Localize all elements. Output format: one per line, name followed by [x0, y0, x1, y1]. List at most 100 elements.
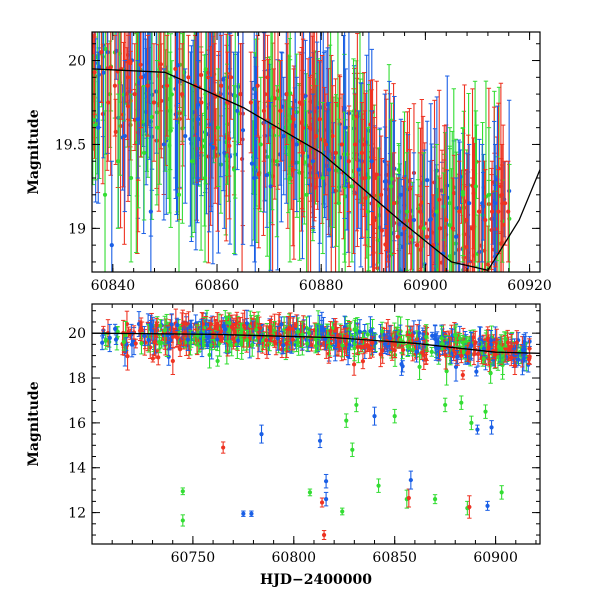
data-point	[372, 175, 377, 181]
data-point	[323, 142, 328, 147]
data-point-group	[476, 160, 482, 263]
data-point	[317, 117, 322, 122]
data-point-group	[359, 101, 365, 204]
data-point-group	[339, 93, 345, 196]
data-point	[502, 201, 508, 206]
data-point-group	[225, 51, 230, 154]
data-point-group	[323, 93, 329, 196]
data-point-group	[506, 160, 511, 263]
data-point	[437, 226, 443, 231]
data-point	[333, 150, 338, 155]
data-point	[326, 167, 332, 172]
data-point	[278, 108, 283, 113]
data-point-group	[154, 60, 160, 196]
data-point-group	[287, 93, 293, 263]
data-point-group	[199, 51, 204, 154]
data-point	[489, 209, 495, 214]
data-point	[125, 75, 131, 80]
data-point	[180, 91, 185, 97]
data-point-group	[317, 60, 322, 179]
data-point	[422, 262, 427, 267]
data-point-group	[158, 319, 163, 333]
data-point-group	[122, 60, 128, 213]
data-point-group	[102, 110, 108, 272]
data-point	[228, 75, 234, 80]
data-point	[389, 176, 394, 181]
data-point	[300, 150, 306, 155]
data-point	[132, 91, 137, 97]
data-point	[164, 83, 170, 88]
data-point	[379, 192, 384, 197]
data-point	[365, 209, 371, 214]
data-point	[240, 128, 246, 133]
data-point-group	[470, 177, 475, 272]
data-point-group	[222, 76, 227, 229]
data-point	[141, 150, 147, 155]
data-point-group	[391, 152, 397, 255]
data-point	[128, 175, 134, 181]
data-point-group	[179, 43, 185, 145]
data-point	[366, 175, 371, 180]
data-point	[118, 123, 123, 129]
data-point	[255, 83, 260, 88]
data-point	[284, 91, 289, 97]
top-plot-frame	[91, 31, 541, 273]
data-point	[294, 142, 299, 147]
data-point	[392, 201, 397, 206]
data-point-group	[483, 80, 489, 272]
data-point-group	[434, 143, 440, 272]
data-point	[362, 142, 367, 147]
data-point	[408, 186, 413, 191]
data-point	[155, 125, 160, 130]
data-point	[168, 128, 173, 133]
data-point-group	[304, 110, 309, 272]
data-point-group	[460, 127, 466, 263]
data-point-group	[356, 110, 361, 229]
data-point	[227, 154, 233, 159]
data-point-group	[99, 32, 104, 103]
data-point	[359, 158, 364, 164]
data-point	[158, 66, 163, 72]
data-point	[266, 99, 271, 104]
data-point	[320, 175, 325, 181]
data-point	[135, 117, 140, 122]
data-point-group	[255, 34, 260, 137]
data-point	[467, 201, 472, 206]
data-point	[304, 192, 309, 197]
data-point-group	[281, 76, 286, 196]
data-point-group	[382, 93, 387, 229]
data-point-group	[415, 179, 421, 272]
data-point	[206, 154, 211, 159]
data-point	[161, 142, 166, 147]
data-point	[495, 177, 500, 182]
data-point-group	[249, 80, 255, 247]
data-point	[457, 209, 462, 214]
data-point-group	[447, 127, 453, 272]
data-point	[261, 108, 267, 113]
data-point-group	[215, 355, 220, 367]
data-point	[222, 150, 227, 155]
data-point	[176, 192, 182, 197]
data-point-group	[369, 110, 374, 213]
top-axis-ticks: 60840 60860 60880 60900 60920 19 19.5 20	[55, 32, 552, 294]
data-point	[346, 159, 351, 164]
data-point-group	[502, 160, 508, 246]
data-point	[307, 125, 312, 130]
data-point	[401, 226, 407, 231]
data-point-group	[132, 43, 137, 145]
data-point	[359, 150, 364, 155]
data-point-group	[154, 32, 159, 154]
data-point-group	[372, 127, 378, 229]
data-point-group	[499, 143, 505, 246]
data-point-group	[265, 34, 270, 120]
data-point	[453, 364, 459, 370]
data-point	[463, 217, 469, 223]
data-point	[93, 123, 98, 128]
data-point	[92, 70, 97, 75]
data-point	[499, 192, 505, 197]
data-point	[343, 125, 348, 130]
data-point	[215, 125, 221, 130]
data-point-group	[395, 177, 400, 272]
data-point	[408, 234, 413, 239]
